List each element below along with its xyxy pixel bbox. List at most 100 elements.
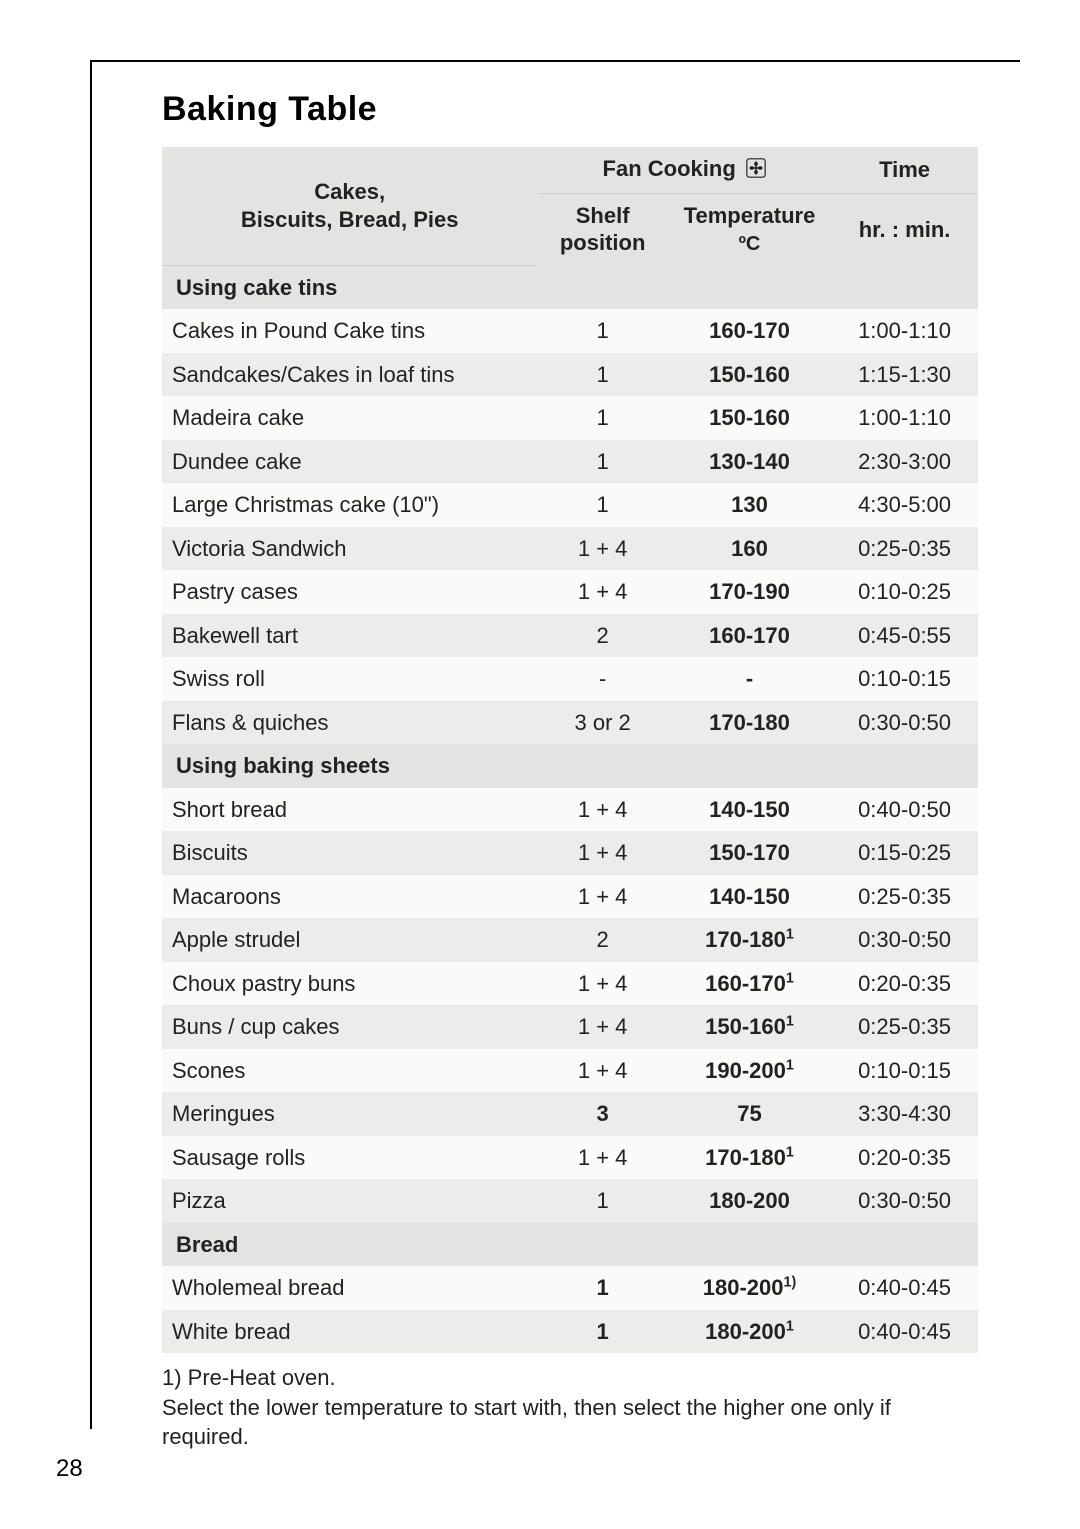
page-number: 28 (56, 1455, 83, 1483)
cell-temperature: 180-2001) (668, 1266, 831, 1310)
cell-temperature: 150-1601 (668, 1005, 831, 1049)
cell-item: Bakewell tart (162, 614, 537, 658)
cell-shelf: 1 + 4 (537, 788, 668, 832)
cell-shelf: 1 + 4 (537, 962, 668, 1006)
cell-shelf: 1 + 4 (537, 1136, 668, 1180)
cell-time: 0:10-0:25 (831, 570, 978, 614)
table-section: Using cake tins (162, 265, 978, 309)
cell-shelf: 3 or 2 (537, 701, 668, 745)
cell-time: 0:25-0:35 (831, 875, 978, 919)
cell-item: Madeira cake (162, 396, 537, 440)
cell-shelf: 2 (537, 614, 668, 658)
cell-item: Sandcakes/Cakes in loaf tins (162, 353, 537, 397)
cell-temperature: 150-160 (668, 396, 831, 440)
table-row: White bread1180-20010:40-0:45 (162, 1310, 978, 1354)
cell-time: 0:10-0:15 (831, 657, 978, 701)
cell-shelf: 1 (537, 440, 668, 484)
baking-table: Cakes, Biscuits, Bread, Pies Fan Cooking (162, 147, 978, 1353)
cell-time: 0:30-0:50 (831, 701, 978, 745)
cell-temperature: 170-1801 (668, 918, 831, 962)
cell-temperature: - (668, 657, 831, 701)
cell-temperature: 150-170 (668, 831, 831, 875)
table-row: Pastry cases1 + 4170-1900:10-0:25 (162, 570, 978, 614)
header-temperature-unit: ºC (739, 233, 761, 255)
cell-time: 0:10-0:15 (831, 1049, 978, 1093)
cell-shelf: 1 + 4 (537, 831, 668, 875)
header-shelf: Shelf position (537, 193, 668, 265)
table-row: Madeira cake1150-1601:00-1:10 (162, 396, 978, 440)
cell-temperature: 130 (668, 483, 831, 527)
table-row: Cakes in Pound Cake tins1160-1701:00-1:1… (162, 309, 978, 353)
table-row: Macaroons1 + 4140-1500:25-0:35 (162, 875, 978, 919)
table-row: Short bread1 + 4140-1500:40-0:50 (162, 788, 978, 832)
cell-item: Dundee cake (162, 440, 537, 484)
cell-item: Pizza (162, 1179, 537, 1223)
cell-item: Biscuits (162, 831, 537, 875)
cell-shelf: 1 (537, 353, 668, 397)
footnotes: 1) Pre-Heat oven. Select the lower tempe… (162, 1363, 978, 1452)
table-row: Swiss roll--0:10-0:15 (162, 657, 978, 701)
footnote-1: 1) Pre-Heat oven. (162, 1363, 978, 1393)
cell-item: Cakes in Pound Cake tins (162, 309, 537, 353)
cell-time: 4:30-5:00 (831, 483, 978, 527)
cell-shelf: 1 + 4 (537, 570, 668, 614)
cell-shelf: 1 + 4 (537, 1049, 668, 1093)
footnote-2: Select the lower temperature to start wi… (162, 1393, 978, 1452)
cell-shelf: 1 (537, 1179, 668, 1223)
cell-item: Macaroons (162, 875, 537, 919)
cell-item: Apple strudel (162, 918, 537, 962)
cell-item: Short bread (162, 788, 537, 832)
header-item: Cakes, Biscuits, Bread, Pies (162, 147, 537, 265)
cell-item: Flans & quiches (162, 701, 537, 745)
cell-time: 1:00-1:10 (831, 309, 978, 353)
cell-temperature: 160 (668, 527, 831, 571)
section-label: Using baking sheets (162, 744, 978, 788)
cell-time: 3:30-4:30 (831, 1092, 978, 1136)
cell-item: Pastry cases (162, 570, 537, 614)
header-time: Time (831, 147, 978, 193)
header-item-line1: Cakes, (314, 179, 385, 204)
cell-time: 0:30-0:50 (831, 1179, 978, 1223)
table-section: Using baking sheets (162, 744, 978, 788)
cell-time: 0:30-0:50 (831, 918, 978, 962)
cell-item: White bread (162, 1310, 537, 1354)
cell-shelf: 1 + 4 (537, 1005, 668, 1049)
header-shelf-label: Shelf position (560, 203, 646, 256)
cell-temperature: 160-170 (668, 309, 831, 353)
cell-item: Large Christmas cake (10") (162, 483, 537, 527)
cell-temperature: 180-200 (668, 1179, 831, 1223)
cell-shelf: 1 (537, 396, 668, 440)
table-row: Apple strudel2170-18010:30-0:50 (162, 918, 978, 962)
cell-temperature: 190-2001 (668, 1049, 831, 1093)
cell-shelf: 1 (537, 483, 668, 527)
cell-time: 0:45-0:55 (831, 614, 978, 658)
cell-temperature: 170-1801 (668, 1136, 831, 1180)
table-row: Large Christmas cake (10")11304:30-5:00 (162, 483, 978, 527)
cell-item: Choux pastry buns (162, 962, 537, 1006)
cell-item: Wholemeal bread (162, 1266, 537, 1310)
cell-shelf: - (537, 657, 668, 701)
table-row: Buns / cup cakes1 + 4150-16010:25-0:35 (162, 1005, 978, 1049)
header-time-unit: hr. : min. (831, 193, 978, 265)
cell-time: 0:25-0:35 (831, 527, 978, 571)
cell-item: Buns / cup cakes (162, 1005, 537, 1049)
cell-item: Sausage rolls (162, 1136, 537, 1180)
page: Baking Table Cakes, Biscuits, Bread, Pie… (0, 0, 1080, 1529)
cell-shelf: 1 (537, 1266, 668, 1310)
table-row: Sausage rolls1 + 4170-18010:20-0:35 (162, 1136, 978, 1180)
cell-temperature: 170-190 (668, 570, 831, 614)
cell-item: Victoria Sandwich (162, 527, 537, 571)
table-row: Meringues3753:30-4:30 (162, 1092, 978, 1136)
cell-temperature: 160-170 (668, 614, 831, 658)
cell-time: 0:40-0:50 (831, 788, 978, 832)
cell-shelf: 1 (537, 309, 668, 353)
table-row: Dundee cake1130-1402:30-3:00 (162, 440, 978, 484)
cell-time: 0:40-0:45 (831, 1266, 978, 1310)
header-fan-cooking: Fan Cooking (537, 147, 831, 193)
header-item-line2: Biscuits, Bread, Pies (241, 207, 459, 232)
table-row: Bakewell tart2160-1700:45-0:55 (162, 614, 978, 658)
table-row: Scones1 + 4190-20010:10-0:15 (162, 1049, 978, 1093)
cell-temperature: 150-160 (668, 353, 831, 397)
header-temperature: Temperature ºC (668, 193, 831, 265)
cell-time: 0:20-0:35 (831, 1136, 978, 1180)
